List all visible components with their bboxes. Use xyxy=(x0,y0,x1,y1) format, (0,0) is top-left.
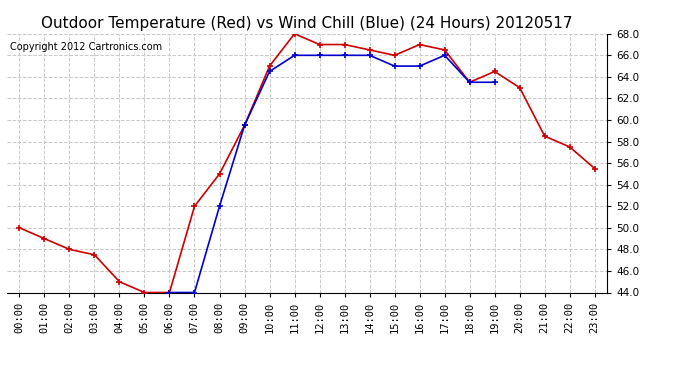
Title: Outdoor Temperature (Red) vs Wind Chill (Blue) (24 Hours) 20120517: Outdoor Temperature (Red) vs Wind Chill … xyxy=(41,16,573,31)
Text: Copyright 2012 Cartronics.com: Copyright 2012 Cartronics.com xyxy=(10,42,162,51)
